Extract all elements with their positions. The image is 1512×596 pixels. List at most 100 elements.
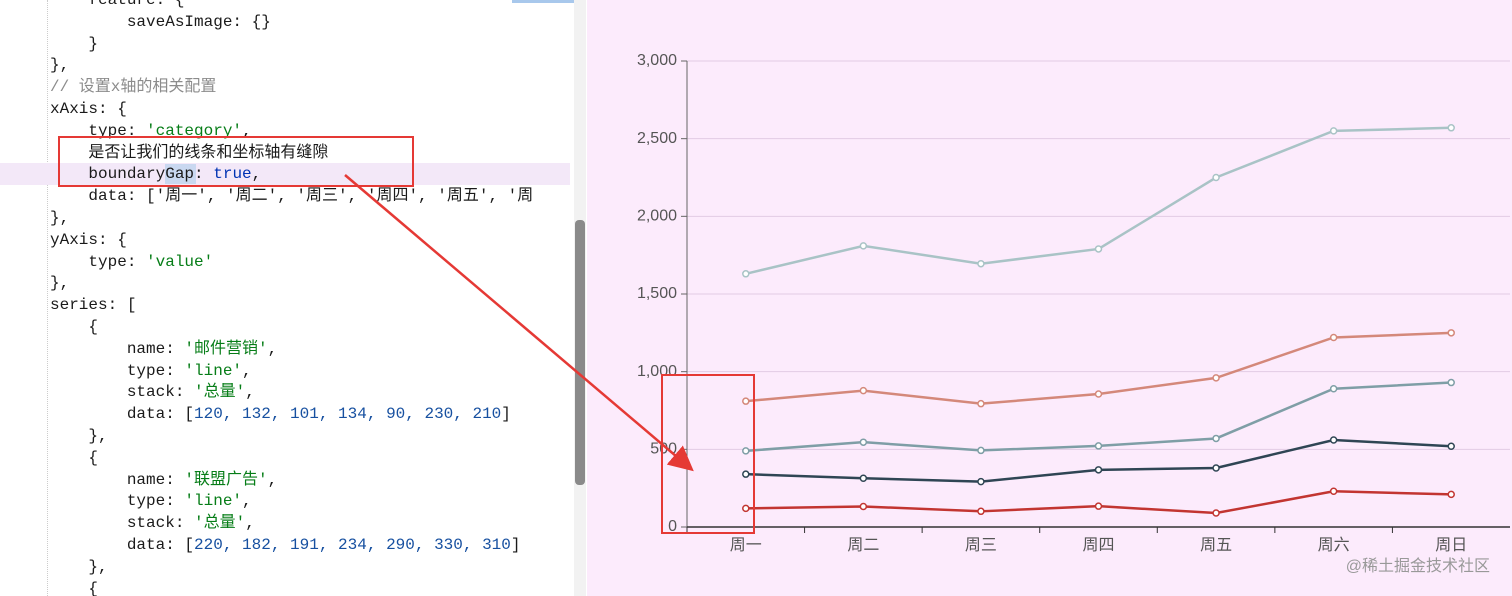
point: [1212, 434, 1220, 443]
code-line: },: [50, 556, 108, 578]
point: [1447, 442, 1455, 450]
code-line: }: [50, 33, 98, 55]
code-token: ,: [245, 383, 255, 402]
point: [1212, 374, 1220, 382]
code-token: yAxis: {: [50, 230, 127, 249]
point: [1329, 127, 1338, 135]
code-token: '总量': [194, 514, 246, 533]
code-token: type:: [50, 252, 147, 271]
point: [859, 242, 868, 250]
y-tick-label: 1,500: [637, 285, 677, 302]
code-token: feature: {: [50, 0, 185, 9]
point: [859, 474, 868, 482]
code-token: stack:: [50, 383, 195, 402]
code-token: stack:: [50, 514, 195, 533]
code-line: name: '邮件营销',: [50, 338, 277, 360]
code-line: type: 'line',: [50, 490, 252, 512]
point: [1094, 390, 1103, 398]
code-line: type: 'category',: [50, 120, 252, 142]
y-tick-label: 1,000: [637, 363, 677, 380]
point: [1329, 436, 1338, 444]
code-token: 'line': [184, 492, 243, 511]
point: [1447, 124, 1455, 132]
point: [1329, 385, 1338, 393]
x-tick-label: 周四: [1082, 537, 1114, 554]
code-token: '邮件营销': [184, 339, 268, 358]
point: [977, 259, 985, 268]
code-token: ,: [242, 492, 252, 511]
x-tick-label: 周二: [847, 537, 879, 554]
code-token: name:: [50, 470, 185, 489]
code-token: ,: [245, 514, 255, 533]
code-token: 'category': [146, 121, 243, 140]
code-line: yAxis: {: [50, 229, 127, 251]
code-line: },: [50, 207, 69, 229]
code-token: 'line': [184, 361, 243, 380]
y-tick-label: 500: [650, 441, 677, 458]
y-tick-label: 3,000: [637, 52, 677, 69]
code-line: data: [220, 182, 191, 234, 290, 330, 310…: [50, 534, 521, 556]
code-token: type:: [50, 492, 185, 511]
point: [977, 477, 985, 486]
code-line: stack: '总量',: [50, 381, 255, 403]
point: [742, 504, 750, 513]
point: [977, 507, 985, 516]
code-token: 220, 182, 191, 234, 290, 330, 310: [194, 536, 511, 554]
point: [859, 386, 868, 395]
code-line: {: [50, 316, 98, 338]
code-line: type: 'line',: [50, 360, 252, 382]
code-token: },: [50, 56, 70, 75]
point: [742, 447, 750, 455]
chart-background: [587, 0, 1512, 596]
code-token: {: [50, 579, 99, 596]
x-tick-label: 周五: [1200, 537, 1232, 554]
x-tick-label: 周六: [1318, 536, 1350, 554]
indent-guide: [47, 0, 48, 596]
point: [977, 399, 985, 408]
x-tick-label: 周三: [965, 537, 997, 554]
code-line: // 设置x轴的相关配置: [50, 76, 216, 98]
code-line: xAxis: {: [50, 98, 127, 120]
code-line: },: [50, 425, 108, 447]
code-line: series: [: [50, 294, 136, 316]
y-tick-label: 2,000: [637, 208, 677, 225]
code-line: feature: {: [50, 0, 184, 11]
code-token: ,: [267, 470, 278, 489]
code-token: ,: [242, 121, 252, 140]
point: [1447, 329, 1455, 337]
watermark: @稀土掘金技术社区: [1346, 557, 1490, 575]
point: [1447, 378, 1455, 387]
point: [742, 270, 750, 278]
point: [1447, 490, 1455, 499]
code-token: // 设置x轴的相关配置: [50, 78, 217, 97]
point: [1329, 487, 1338, 496]
code-token: name:: [50, 339, 185, 358]
point: [742, 397, 750, 405]
point: [1212, 464, 1220, 472]
code-token: ,: [242, 361, 252, 380]
point: [859, 502, 868, 511]
y-tick-label: 2,500: [637, 130, 677, 147]
code-token: {: [50, 318, 99, 336]
code-token: },: [50, 557, 108, 576]
code-token: }: [50, 34, 99, 53]
point: [1094, 466, 1103, 474]
point: [1094, 502, 1103, 510]
point: [859, 438, 868, 446]
point: [1212, 173, 1220, 182]
code-line: },: [50, 272, 69, 294]
code-token: },: [50, 427, 108, 445]
code-token: data: [: [50, 536, 195, 554]
code-token: '总量': [194, 383, 246, 402]
x-tick-label: 周日: [1435, 537, 1467, 554]
x-tick-label: 周一: [730, 537, 762, 554]
code-token: {: [50, 448, 99, 467]
code-token: data: [: [50, 405, 195, 424]
code-line: {: [50, 447, 98, 469]
code-token: },: [50, 274, 70, 293]
tab-indicator: [512, 0, 586, 3]
code-line: stack: '总量',: [50, 512, 255, 534]
code-token: ,: [267, 339, 278, 358]
